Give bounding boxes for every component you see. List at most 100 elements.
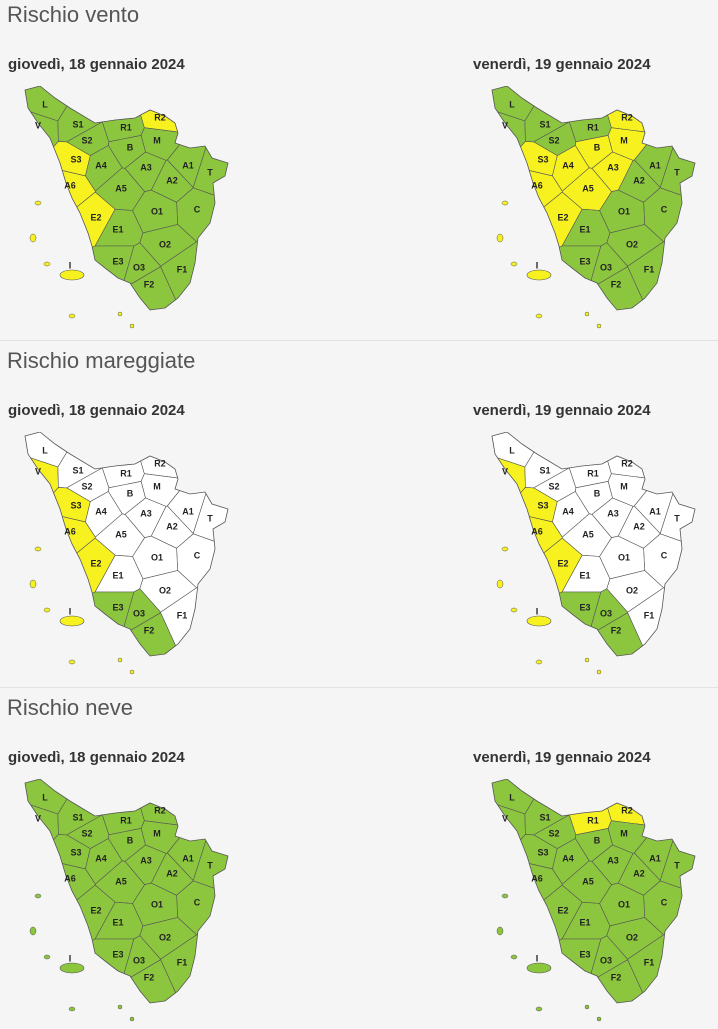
section-title: Rischio vento xyxy=(7,2,140,27)
zone-label: V xyxy=(502,813,508,823)
zone-label: E2 xyxy=(557,558,568,568)
zone-label: R2 xyxy=(621,458,633,468)
zone-label: O1 xyxy=(151,552,163,562)
zone-label: O1 xyxy=(618,206,630,216)
zone-label: R2 xyxy=(621,112,633,122)
small-island xyxy=(43,607,51,613)
section-title: Rischio mareggiate xyxy=(7,348,196,373)
zone-label: B xyxy=(594,142,601,152)
zone-label: S1 xyxy=(539,119,550,129)
small-island xyxy=(584,1004,590,1010)
zone-label: A2 xyxy=(166,521,178,531)
zone-label: E1 xyxy=(112,570,123,580)
zone-label: M xyxy=(620,135,628,145)
zone-label: E2 xyxy=(90,558,101,568)
zone-label: A1 xyxy=(182,506,194,516)
zone-label: A3 xyxy=(607,508,619,518)
zone-label: S1 xyxy=(72,812,83,822)
zone-label: R1 xyxy=(587,122,599,132)
small-island xyxy=(34,893,42,899)
zone-label: A5 xyxy=(115,529,127,539)
small-island xyxy=(29,579,37,589)
zone-label: S1 xyxy=(72,465,83,475)
separator xyxy=(0,687,718,688)
zone-label: L xyxy=(42,445,48,455)
small-island xyxy=(596,669,602,675)
zone-label: O2 xyxy=(626,932,638,942)
map-date: giovedì, 18 gennaio 2024 xyxy=(8,56,185,73)
small-island xyxy=(535,659,543,665)
zone-label: A6 xyxy=(64,526,76,536)
zone-label: O3 xyxy=(133,608,145,618)
zone-label: F1 xyxy=(644,610,655,620)
zone-label: A1 xyxy=(649,506,661,516)
small-island xyxy=(510,954,518,960)
zone-label: E2 xyxy=(557,212,568,222)
zones xyxy=(492,432,695,656)
small-island xyxy=(596,1016,602,1022)
zone-label: E3 xyxy=(579,602,590,612)
zone xyxy=(128,432,228,480)
small-island xyxy=(29,926,37,936)
zone-label: R1 xyxy=(587,468,599,478)
zone-label: O1 xyxy=(151,899,163,909)
zone-label: E3 xyxy=(112,602,123,612)
zone-label: C xyxy=(661,204,668,214)
small-island xyxy=(68,659,76,665)
zone-label: R2 xyxy=(154,805,166,815)
zone xyxy=(101,432,145,489)
small-island xyxy=(501,546,509,552)
zone-label: A3 xyxy=(140,508,152,518)
zones xyxy=(25,779,228,1003)
zone-label: E3 xyxy=(112,949,123,959)
zone-label: O3 xyxy=(133,955,145,965)
zone-label: E1 xyxy=(579,917,590,927)
small-island xyxy=(68,313,76,319)
zone-label: T xyxy=(674,860,680,870)
zone-label: E1 xyxy=(579,224,590,234)
zone-label: A3 xyxy=(140,162,152,172)
zone-label: S2 xyxy=(548,828,559,838)
zone-label: E3 xyxy=(579,949,590,959)
island-elba xyxy=(59,269,85,281)
zone-label: S1 xyxy=(72,119,83,129)
zone-label: S2 xyxy=(81,135,92,145)
zone-label: I xyxy=(69,260,72,270)
zone-label: R1 xyxy=(120,815,132,825)
zone-label: S3 xyxy=(537,154,548,164)
zone-label: C xyxy=(194,550,201,560)
small-island xyxy=(29,233,37,243)
zone-label: A4 xyxy=(95,506,107,516)
zone-label: F1 xyxy=(644,957,655,967)
zone-label: O2 xyxy=(159,239,171,249)
zone-label: C xyxy=(661,897,668,907)
zone-label: B xyxy=(127,835,134,845)
zone-label: T xyxy=(207,167,213,177)
zone-label: A1 xyxy=(649,160,661,170)
zone-label: M xyxy=(153,828,161,838)
small-island xyxy=(496,926,504,936)
zone-label: C xyxy=(661,550,668,560)
zone-label: R1 xyxy=(587,815,599,825)
region-outline xyxy=(491,779,696,1004)
zone-label: O3 xyxy=(133,262,145,272)
island-elba xyxy=(59,615,85,627)
zone-label: E2 xyxy=(90,905,101,915)
zone-label: O2 xyxy=(159,585,171,595)
zone-label: R2 xyxy=(154,458,166,468)
zone-label: L xyxy=(509,792,515,802)
zone-label: O1 xyxy=(151,206,163,216)
zone-label: A3 xyxy=(607,162,619,172)
small-island xyxy=(117,657,123,663)
zone-label: E1 xyxy=(579,570,590,580)
zone-label: O1 xyxy=(618,899,630,909)
small-island xyxy=(34,546,42,552)
zone-label: A6 xyxy=(531,180,543,190)
zone-label: I xyxy=(69,953,72,963)
map-date: giovedì, 18 gennaio 2024 xyxy=(8,402,185,419)
zone-label: A5 xyxy=(582,529,594,539)
zone-label: S1 xyxy=(539,812,550,822)
zone-label: O2 xyxy=(159,932,171,942)
zone-label: B xyxy=(127,142,134,152)
